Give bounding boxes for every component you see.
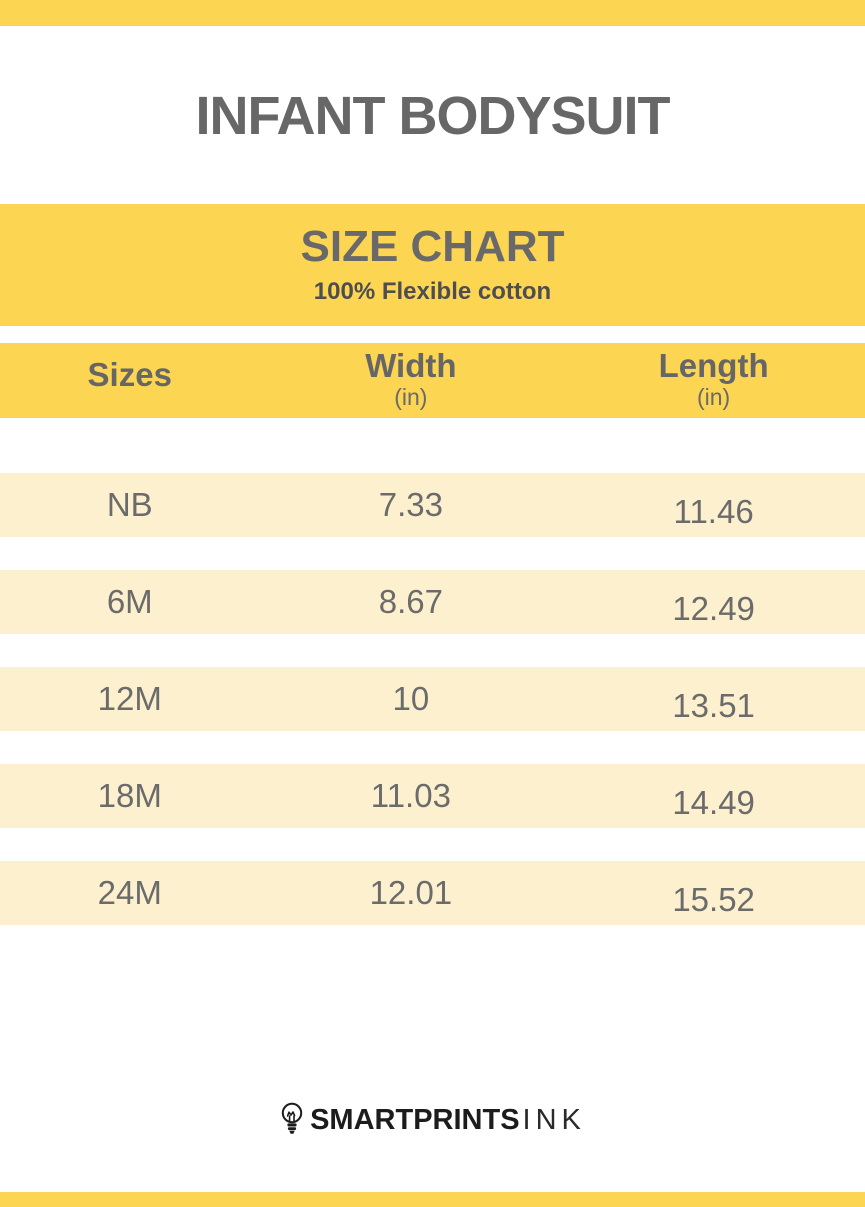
table-row-12m: 12M 10 13.51: [0, 667, 865, 731]
table-body: NB 7.33 11.46 6M 8.67 12.49 12M 10 13.51…: [0, 473, 865, 958]
length-cell: 12.49: [672, 590, 755, 627]
length-cell: 11.46: [673, 493, 754, 530]
table-header-row: Sizes Width (in) Length (in): [0, 343, 865, 418]
size-cell: 12M: [97, 680, 162, 717]
width-cell: 12.01: [369, 874, 453, 911]
column-label-sizes: Sizes: [87, 356, 172, 393]
size-cell: 6M: [106, 583, 153, 620]
brand-name-primary: SMARTPRINTS: [310, 1103, 520, 1136]
width-cell: 10: [392, 680, 430, 717]
column-header-width: Width (in): [260, 343, 563, 418]
length-cell: 14.49: [672, 784, 755, 821]
width-cell: 7.33: [378, 486, 443, 523]
column-unit-length: (in): [697, 384, 731, 410]
column-header-length: Length (in): [562, 343, 865, 418]
lightbulb-icon: [279, 1102, 305, 1138]
banner-subtitle: 100% Flexible cotton: [313, 278, 552, 305]
product-title: INFANT BODYSUIT: [195, 86, 670, 146]
size-cell: NB: [106, 486, 153, 523]
brand-name-secondary: INK: [522, 1103, 586, 1136]
length-cell: 15.52: [672, 881, 755, 918]
top-accent-bar: [0, 0, 865, 26]
table-row-nb: NB 7.33 11.46: [0, 473, 865, 537]
table-row-24m: 24M 12.01 15.52: [0, 861, 865, 925]
column-label-width: Width: [365, 347, 457, 384]
column-header-sizes: Sizes: [0, 343, 260, 418]
column-label-length: Length: [658, 347, 769, 384]
width-cell: 8.67: [378, 583, 443, 620]
size-cell: 24M: [97, 874, 162, 911]
bottom-accent-bar: [0, 1192, 865, 1207]
width-cell: 11.03: [370, 777, 451, 814]
size-cell: 18M: [97, 777, 162, 814]
brand-footer: SMARTPRINTS INK: [0, 1099, 865, 1141]
size-chart-banner: SIZE CHART 100% Flexible cotton: [0, 204, 865, 326]
table-row-6m: 6M 8.67 12.49: [0, 570, 865, 634]
banner-title: SIZE CHART: [300, 222, 565, 271]
length-cell: 13.51: [672, 687, 755, 724]
column-unit-width: (in): [394, 384, 428, 410]
table-row-18m: 18M 11.03 14.49: [0, 764, 865, 828]
